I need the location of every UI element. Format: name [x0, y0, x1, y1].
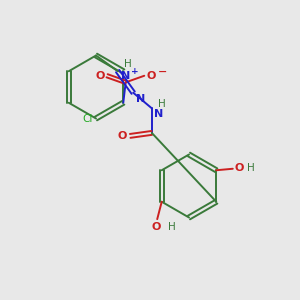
Text: O: O	[118, 131, 127, 141]
Text: −: −	[158, 67, 167, 76]
Text: O: O	[95, 71, 105, 81]
Text: N: N	[121, 71, 130, 81]
Text: H: H	[158, 99, 166, 109]
Text: N: N	[136, 94, 145, 104]
Text: O: O	[152, 222, 161, 232]
Text: O: O	[234, 164, 244, 173]
Text: H: H	[168, 222, 176, 232]
Text: +: +	[131, 67, 138, 76]
Text: H: H	[247, 164, 255, 173]
Text: H: H	[124, 59, 132, 70]
Text: Cl: Cl	[82, 113, 92, 124]
Text: O: O	[146, 71, 155, 81]
Text: N: N	[154, 110, 164, 119]
